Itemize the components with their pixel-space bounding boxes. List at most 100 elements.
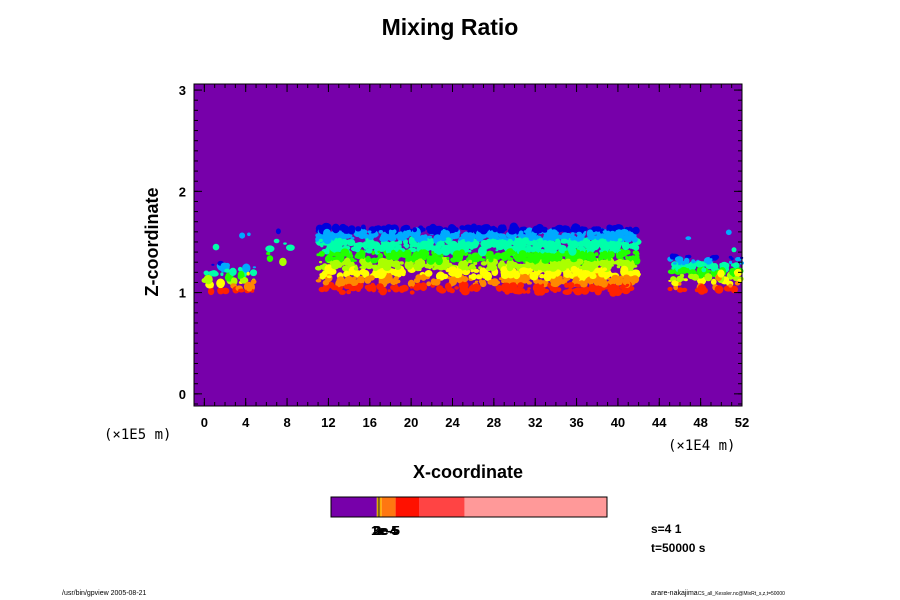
x-tick-label: 12 <box>321 415 335 430</box>
cloud-speck <box>633 244 640 251</box>
cloud-speck <box>318 286 326 293</box>
cloud-speck <box>459 287 465 293</box>
cloud-speck <box>533 265 539 272</box>
cloud-speck <box>528 236 534 241</box>
colorbar-segment <box>381 497 396 517</box>
cloud-speck <box>501 279 506 284</box>
x-tick-label: 4 <box>242 415 250 430</box>
cloud-speck <box>507 227 517 235</box>
cloud-speck <box>594 226 599 229</box>
cloud-speck <box>390 268 394 272</box>
colorbar-label: 3e-5 <box>372 523 398 538</box>
cloud-speck <box>344 232 352 239</box>
cloud-speck <box>412 227 418 233</box>
cloud-speck <box>399 231 403 236</box>
cloud-speck <box>451 259 457 263</box>
cloud-speck <box>535 242 543 250</box>
cloud-speck <box>562 279 568 284</box>
cloud-speck <box>396 279 401 284</box>
cloud-speck <box>609 283 617 293</box>
cloud-speck <box>463 269 467 274</box>
cloud-speck <box>678 282 682 286</box>
cloud-speck <box>436 279 441 282</box>
cloud-speck <box>394 264 402 270</box>
cloud-speck <box>488 234 493 240</box>
cloud-speck <box>667 269 676 275</box>
cloud-speck <box>579 235 584 240</box>
cloud-speck <box>409 286 414 289</box>
plot-frame <box>193 83 743 407</box>
cloud-speck <box>468 286 474 290</box>
cloud-speck <box>567 288 573 293</box>
cloud-speck <box>606 236 611 242</box>
x-tick-label: 24 <box>445 415 460 430</box>
cloud-speck <box>526 289 531 294</box>
cloud-speck <box>628 226 633 231</box>
cloud-speck <box>733 276 738 282</box>
cloud-speck <box>427 235 433 239</box>
cloud-speck <box>231 277 238 284</box>
cloud-speck <box>390 254 400 261</box>
cloud-speck <box>581 274 586 279</box>
cloud-speck <box>426 255 432 259</box>
cloud-speck <box>550 229 559 239</box>
cloud-speck <box>366 284 373 292</box>
cloud-speck <box>558 235 565 240</box>
cloud-speck <box>266 255 274 262</box>
cloud-speck <box>463 231 469 237</box>
cloud-speck <box>323 235 332 245</box>
cloud-speck <box>570 265 578 273</box>
cloud-speck <box>426 281 432 287</box>
cloud-speck <box>537 279 544 285</box>
cloud-speck <box>588 259 598 269</box>
cloud-speck <box>419 282 428 292</box>
cloud-speck <box>480 224 489 234</box>
cloud-speck <box>249 269 258 277</box>
cloud-speck <box>490 240 498 248</box>
cloud-speck <box>618 251 623 255</box>
cloud-speck <box>614 241 622 249</box>
cloud-speck <box>476 232 484 239</box>
cloud-speck <box>355 226 362 232</box>
cloud-speck <box>468 259 472 264</box>
cloud-speck <box>602 230 608 234</box>
cloud-speck <box>331 246 336 252</box>
cloud-speck <box>685 236 692 241</box>
cloud-speck <box>598 254 604 260</box>
cloud-speck <box>440 237 447 242</box>
cloud-speck <box>564 282 570 288</box>
cloud-speck <box>634 254 640 260</box>
cloud-speck <box>518 230 524 236</box>
cloud-speck <box>676 287 684 293</box>
cloud-speck <box>390 252 395 257</box>
cloud-speck <box>387 289 391 293</box>
cloud-speck <box>550 281 560 288</box>
cloud-speck <box>239 276 249 284</box>
cloud-speck <box>454 227 459 233</box>
cloud-speck <box>519 291 523 294</box>
cloud-speck <box>495 249 499 252</box>
cloud-speck <box>377 262 383 267</box>
colorbar-segment <box>379 497 382 517</box>
cloud-speck <box>549 272 556 279</box>
cloud-speck <box>672 262 677 265</box>
cloud-speck <box>488 257 494 263</box>
cloud-speck <box>331 265 337 269</box>
footer-left: /usr/bin/gpview 2005-08-21 <box>62 590 147 597</box>
cloud-speck <box>448 271 455 276</box>
cloud-speck <box>625 249 631 255</box>
cloud-speck <box>361 224 366 230</box>
cloud-speck <box>500 266 508 274</box>
cloud-speck <box>326 278 331 283</box>
cloud-speck <box>575 258 584 265</box>
cloud-speck <box>633 233 637 237</box>
cloud-speck <box>246 286 253 292</box>
cloud-speck <box>427 227 436 235</box>
cloud-speck <box>582 267 586 271</box>
cloud-speck <box>506 263 514 272</box>
cloud-speck <box>372 257 378 262</box>
cloud-speck <box>397 268 406 276</box>
cloud-speck <box>325 247 330 252</box>
cloud-speck <box>552 289 558 293</box>
cloud-speck <box>527 287 531 290</box>
